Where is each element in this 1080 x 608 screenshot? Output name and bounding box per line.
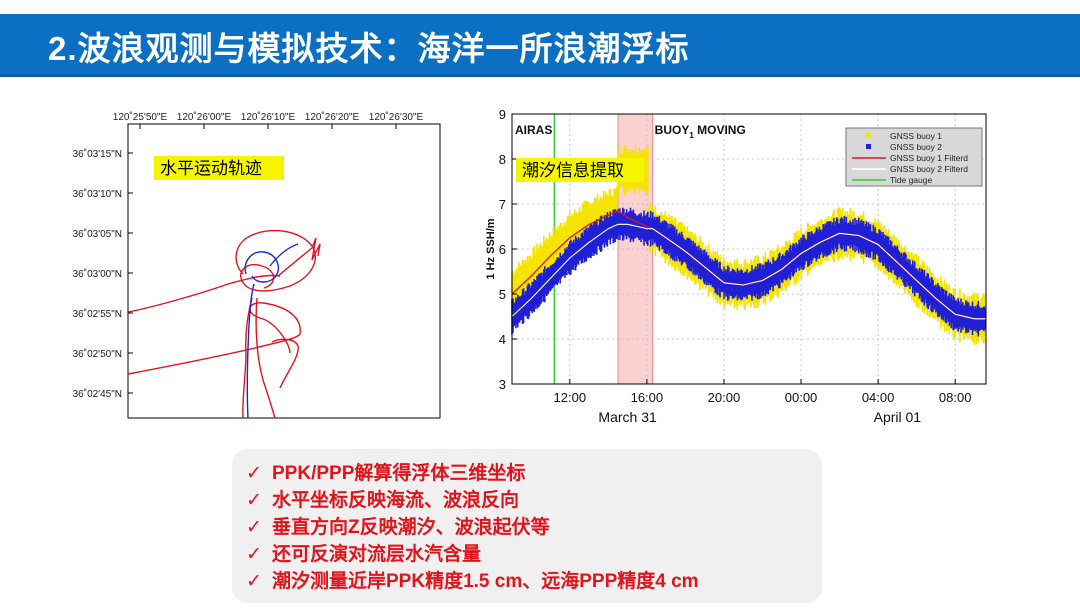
lon-tick-label: 120˚26'30"E [369, 111, 424, 123]
airas-label: AIRAS [515, 123, 552, 137]
y-tick-label: 7 [499, 197, 506, 212]
track-annotation-bg [154, 156, 284, 180]
bullet-text-3: 垂直方向Z反映潮汐、波浪起伏等 [272, 517, 550, 538]
y-tick-label: 5 [499, 287, 506, 302]
x-tick-label: 20:00 [708, 390, 741, 405]
bullet-text-1: PPK/PPP解算得浮体三维坐标 [272, 463, 526, 484]
legend-label: GNSS buoy 2 Filterd [890, 164, 968, 174]
check-icon: ✓ [246, 544, 262, 565]
lat-tick-label: 36˚02'55"N [73, 308, 122, 320]
track-red-south-path [127, 302, 301, 375]
y-tick-label: 9 [499, 107, 506, 122]
tide-annotation-bg [516, 158, 644, 182]
y-tick-label: 6 [499, 242, 506, 257]
bullet-item-2: ✓ 水平坐标反映海流、波浪反向 [246, 485, 519, 511]
page-title: 2.波浪观测与模拟技术：海洋一所浪潮浮标 [48, 30, 690, 67]
x-date-label: April 01 [874, 409, 922, 425]
track-red-east-path [277, 237, 321, 277]
check-icon: ✓ [246, 517, 262, 538]
track-blue-loop-path [244, 251, 280, 283]
buoy-moving-prefix: BUOY [655, 123, 690, 137]
bullet-box: ✓ PPK/PPP解算得浮体三维坐标 ✓ 水平坐标反映海流、波浪反向 ✓ 垂直方向Z反… [232, 449, 822, 603]
legend-label: GNSS buoy 1 [890, 131, 942, 141]
legend-label: Tide gauge [890, 175, 932, 185]
x-tick-label: 12:00 [554, 390, 587, 405]
track-red-west-path [127, 274, 281, 313]
lat-tick-label: 36˚03'00"N [73, 268, 122, 280]
buoy-moving-sub: 1 [689, 131, 694, 140]
lat-tick-label: 36˚03'15"N [73, 148, 122, 160]
track-blue [244, 243, 299, 419]
lon-tick-label: 120˚26'10"E [241, 111, 296, 123]
y-tick-label: 4 [499, 332, 506, 347]
title-bar: 2.波浪观测与模拟技术：海洋一所浪潮浮标 [0, 14, 1080, 77]
bullet-item-5: ✓ 潮汐测量近岸PPK精度1.5 cm、远海PPP精度4 cm [246, 566, 699, 592]
buoy2-filtered-line [511, 223, 986, 320]
bullet-text-5: 潮汐测量近岸PPK精度1.5 cm、远海PPP精度4 cm [272, 571, 699, 592]
bullet-item-4: ✓ 还可反演对流层水汽含量 [246, 539, 481, 565]
check-icon: ✓ [246, 490, 262, 511]
check-icon: ✓ [246, 463, 262, 484]
legend-label: GNSS buoy 1 Filterd [890, 153, 968, 163]
track-red [127, 229, 321, 419]
track-map-panel: 120˚25'50"E 120˚26'00"E 120˚26'10"E 120˚26'… [50, 98, 450, 428]
track-red-hook-path [271, 338, 299, 389]
tide-annotation: 潮汐信息提取 [522, 161, 624, 180]
x-tick-label: 16:00 [631, 390, 664, 405]
track-annotation: 水平运动轨迹 [160, 159, 262, 178]
track-red-loop-path [235, 229, 317, 292]
track-blue-down-path [246, 283, 255, 419]
lat-tick-label: 36˚02'50"N [73, 348, 122, 360]
ssh-chart-panel: 3 4 5 6 7 8 9 12:00 16:00 20:00 00:00 04:00 08:00 Mar… [478, 104, 990, 430]
y-tick-label: 3 [499, 377, 506, 392]
x-tick-label: 00:00 [785, 390, 818, 405]
legend-marker [866, 133, 871, 138]
lat-tick-label: 36˚03'10"N [73, 188, 122, 200]
buoy-moving-label: BUOY1 MOVING [655, 123, 746, 140]
check-icon: ✓ [246, 571, 262, 592]
x-tick-label: 04:00 [862, 390, 895, 405]
y-tick-label: 8 [499, 152, 506, 167]
bullet-text-4: 还可反演对流层水汽含量 [272, 544, 482, 565]
bullet-item-3: ✓ 垂直方向Z反映潮汐、波浪起伏等 [246, 512, 550, 538]
y-axis-label: 1 Hz SSH/m [485, 218, 497, 279]
lon-tick-group: 120˚25'50"E 120˚26'00"E 120˚26'10"E 120˚26'… [113, 111, 424, 129]
x-date-label: March 31 [598, 409, 657, 425]
track-blue-east-path [269, 243, 299, 267]
lat-tick-group: 36˚03'15"N 36˚03'10"N 36˚03'05"N 36˚03'00"N… [73, 148, 133, 400]
legend-label: GNSS buoy 2 [890, 142, 942, 152]
lon-tick-label: 120˚26'00"E [177, 111, 232, 123]
track-map: 120˚25'50"E 120˚26'00"E 120˚26'10"E 120˚26'… [73, 111, 441, 419]
track-red-down-path [242, 297, 276, 419]
bullet-text-2: 水平坐标反映海流、波浪反向 [272, 490, 520, 511]
lon-tick-label: 120˚26'20"E [305, 111, 360, 123]
buoy-moving-suffix: MOVING [694, 123, 746, 137]
bullet-item-1: ✓ PPK/PPP解算得浮体三维坐标 [246, 458, 525, 484]
x-tick-label: 08:00 [939, 390, 972, 405]
lat-tick-label: 36˚03'05"N [73, 228, 122, 240]
ssh-chart: 3 4 5 6 7 8 9 12:00 16:00 20:00 00:00 04:00 08:00 Mar… [485, 107, 987, 425]
legend-marker [866, 144, 871, 149]
lon-tick-label: 120˚25'50"E [113, 111, 168, 123]
lat-tick-label: 36˚02'45"N [73, 388, 122, 400]
